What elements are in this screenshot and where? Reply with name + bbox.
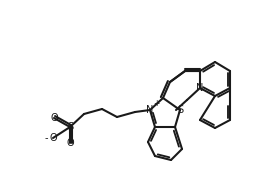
Text: N: N	[146, 105, 154, 115]
Text: +: +	[153, 99, 159, 108]
Text: O: O	[66, 138, 74, 148]
Text: S: S	[177, 105, 183, 115]
Text: -: -	[44, 133, 48, 143]
Text: O: O	[50, 113, 58, 123]
Text: O: O	[49, 133, 57, 143]
Text: S: S	[67, 122, 73, 132]
Text: N: N	[196, 83, 204, 93]
